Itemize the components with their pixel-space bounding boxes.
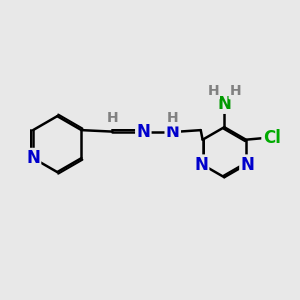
Text: H: H <box>207 84 219 98</box>
Text: H: H <box>230 84 241 98</box>
Text: N: N <box>217 94 231 112</box>
Text: N: N <box>241 156 254 174</box>
Text: N: N <box>194 156 208 174</box>
Text: H: H <box>167 111 178 125</box>
Text: H: H <box>106 111 118 125</box>
Text: N: N <box>136 123 150 141</box>
Text: N: N <box>26 149 40 167</box>
Text: N: N <box>166 123 180 141</box>
Text: Cl: Cl <box>262 129 280 147</box>
